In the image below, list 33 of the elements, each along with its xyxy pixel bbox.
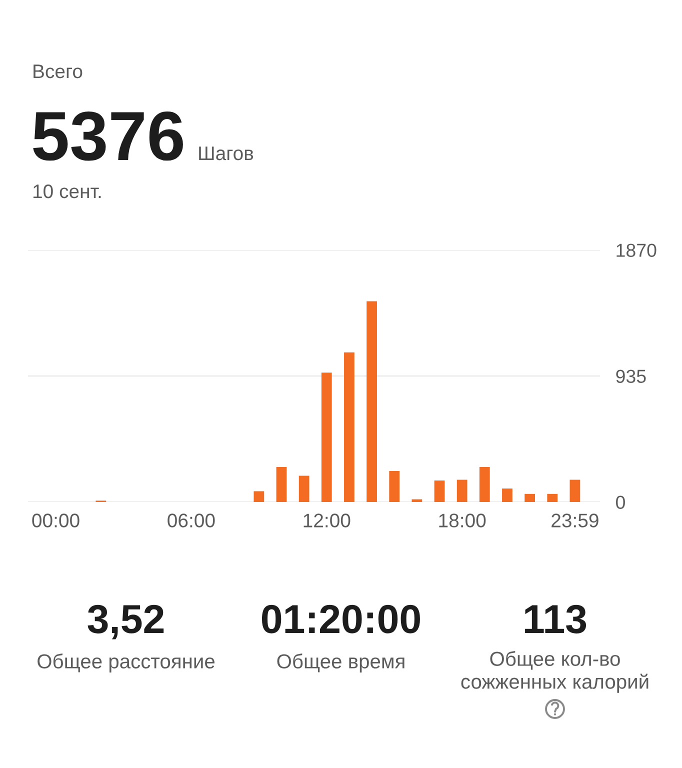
- chart-title: Всего: [34, 64, 82, 78]
- bar: [570, 480, 580, 502]
- bar: [502, 488, 512, 502]
- x-tick-label: 18:00: [439, 514, 486, 528]
- text: 01:20:00: [262, 604, 420, 634]
- bar: [366, 301, 377, 502]
- x-tick-label: 12:00: [304, 514, 350, 528]
- y-tick-label: 935: [616, 370, 646, 383]
- bar: [412, 499, 422, 502]
- bar: [321, 372, 332, 502]
- text: Общее расстояние: [38, 654, 214, 672]
- text: 5376: [33, 112, 183, 161]
- y-tick-label: 0: [616, 496, 625, 509]
- bar: [276, 466, 287, 502]
- text: Общее время: [277, 654, 404, 672]
- text: 113: [525, 604, 586, 634]
- bar: [389, 471, 400, 502]
- y-tick-label: 1870: [616, 244, 656, 257]
- bar: [298, 476, 310, 502]
- bar: [524, 494, 535, 502]
- x-tick-label: 06:00: [168, 514, 215, 528]
- bar: [479, 466, 490, 502]
- x-tick-label: 00:00: [32, 514, 80, 528]
- text: Шагов: [199, 146, 254, 160]
- text: 3,52: [88, 604, 164, 640]
- text: Общее кол-во сожженных калорий: [461, 651, 648, 693]
- x-tick-label: 23:59: [552, 514, 598, 528]
- bar: [547, 494, 558, 502]
- bar: [456, 480, 468, 502]
- bar: [254, 491, 264, 502]
- bar: [434, 480, 445, 502]
- chart-subtitle: 10 сент.: [33, 184, 101, 198]
- bar: [344, 352, 354, 502]
